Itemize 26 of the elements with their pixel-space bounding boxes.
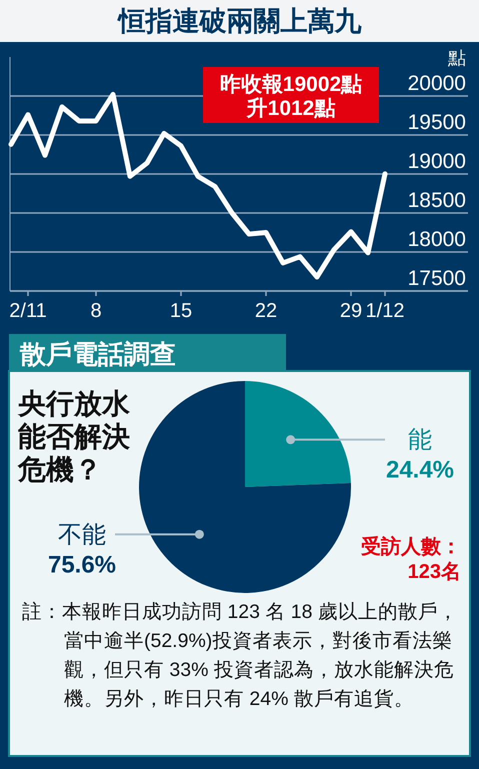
x-tick-label: 29: [340, 300, 362, 322]
slice-label: 能: [408, 426, 432, 454]
x-tick-label: 22: [254, 300, 278, 322]
y-tick-label: 19500: [408, 111, 466, 134]
pie-slice: [245, 381, 351, 487]
x-tick-label: 15: [170, 300, 192, 322]
y-tick-label: 17500: [408, 267, 466, 290]
text: 受訪人數：123名: [360, 535, 461, 585]
y-tick-label: 18500: [408, 189, 466, 212]
x-tick-label: 2/11: [9, 300, 47, 322]
slice-label: 不能: [58, 521, 106, 548]
text: 央行放水能否解決危機？: [18, 387, 131, 486]
x-tick-label: 8: [90, 300, 102, 322]
x-tick-label: 1/12: [366, 300, 404, 322]
annotation: 昨收報19002點: [220, 73, 362, 96]
pie-slice: [139, 381, 351, 593]
data-label: 75.6%: [48, 551, 116, 578]
data-label: 24.4%: [386, 456, 454, 484]
annotation: 升1012點: [246, 97, 336, 120]
y-tick-label: 20000: [408, 72, 466, 95]
chart-title: 散戶電話調查: [19, 339, 176, 369]
y-tick-label: 18000: [408, 228, 466, 251]
text: 註：本報昨日成功訪問 123 名 18 歲以上的散戶，當中逾半(52.9%)投資者表示，對後市看法樂觀，但只有 33% 投資者認為，放水能解決危機。另外，昨日只有 24% 散戶有追貨。: [22, 600, 459, 712]
y-axis-title: 點: [447, 48, 466, 68]
chart-title: 恒指連破兩關上萬九: [116, 6, 362, 36]
y-tick-label: 19000: [408, 150, 466, 173]
